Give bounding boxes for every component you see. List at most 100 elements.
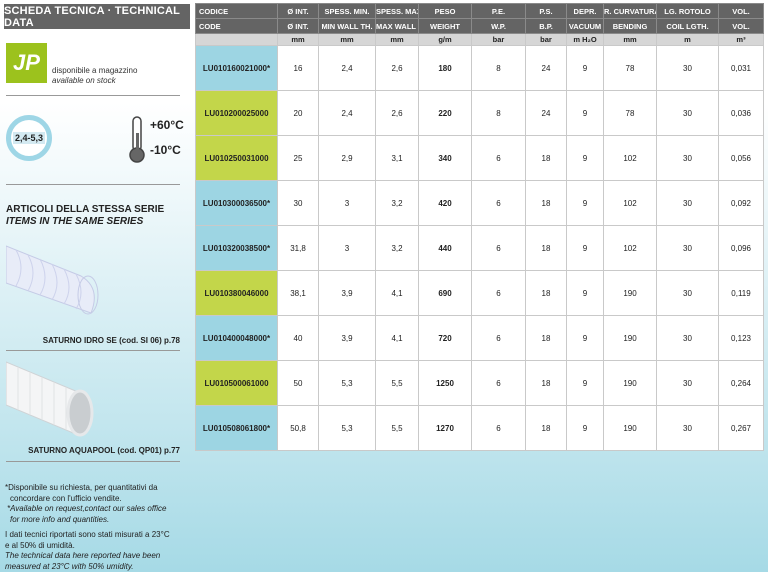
data-cell: 30 <box>656 315 719 361</box>
series-caption-idro-se[interactable]: SATURNO IDRO SE (cod. SI 06) p.78 <box>42 336 180 345</box>
data-cell: 0,056 <box>718 135 764 181</box>
column-header: BENDING <box>603 18 657 34</box>
data-cell: 9 <box>566 315 604 361</box>
column-header: VACUUM <box>566 18 604 34</box>
data-cell: 9 <box>566 90 604 136</box>
data-cell: 6 <box>471 315 526 361</box>
column-header: SPESS. MIN. <box>318 3 376 19</box>
data-cell: 3 <box>318 225 376 271</box>
data-cell: 25 <box>277 135 319 181</box>
data-cell: 24 <box>525 90 567 136</box>
data-cell: 5,3 <box>318 360 376 406</box>
data-cell: 0,031 <box>718 45 764 91</box>
footnotes: *Disponibile su richiesta, per quantitat… <box>5 483 193 572</box>
data-cell: 190 <box>603 315 657 361</box>
data-cell: 3,9 <box>318 315 376 361</box>
data-cell: 3,2 <box>375 180 419 226</box>
data-cell: 6 <box>471 360 526 406</box>
data-cell: 6 <box>471 405 526 451</box>
column-header: COIL LGTH. <box>656 18 719 34</box>
data-cell: 78 <box>603 90 657 136</box>
data-cell: 4,1 <box>375 315 419 361</box>
data-cell: 20 <box>277 90 319 136</box>
divider <box>6 184 180 185</box>
data-cell: 720 <box>418 315 472 361</box>
unit-cell: m H₂O <box>566 33 604 46</box>
table-row: LU010380046000 38,1 3,9 4,1 690 6 18 9 190 30 0,11… <box>195 270 764 316</box>
note-avail-en-1: *Available on request,contact our sales … <box>7 504 167 513</box>
data-cell: 0,123 <box>718 315 764 361</box>
column-header: VOL. <box>718 3 764 19</box>
data-cell: 18 <box>525 405 567 451</box>
unit-cell: bar <box>471 33 526 46</box>
divider <box>6 350 180 351</box>
data-cell: 18 <box>525 225 567 271</box>
data-cell: 0,267 <box>718 405 764 451</box>
series-title-en: ITEMS IN THE SAME SERIES <box>6 216 144 227</box>
product-code: LU010300036500* <box>195 180 278 226</box>
column-header: MIN WALL TH. <box>318 18 376 34</box>
data-cell: 0,264 <box>718 360 764 406</box>
data-cell: 9 <box>566 270 604 316</box>
data-cell: 0,096 <box>718 225 764 271</box>
data-cell: 190 <box>603 405 657 451</box>
data-cell: 3 <box>318 180 376 226</box>
series-heading: ARTICOLI DELLA STESSA SERIE ITEMS IN THE… <box>6 204 164 228</box>
thickness-value: 2,4-5,3 <box>12 132 46 144</box>
data-cell: 50,8 <box>277 405 319 451</box>
left-panel: SCHEDA TECNICA · TECHNICAL DATA JP dispo… <box>0 0 195 572</box>
data-cell: 690 <box>418 270 472 316</box>
product-code: LU010400048000* <box>195 315 278 361</box>
data-cell: 30 <box>656 225 719 271</box>
table-row: LU010508061800* 50,8 5,3 5,5 1270 6 18 9 190 30 0,… <box>195 405 764 451</box>
data-cell: 0,119 <box>718 270 764 316</box>
table-row: LU010250031000 25 2,9 3,1 340 6 18 9 102 30 0,056 <box>195 135 764 181</box>
series-caption-aquapool[interactable]: SATURNO AQUAPOOL (cod. QP01) p.77 <box>28 446 180 455</box>
data-cell: 30 <box>277 180 319 226</box>
column-header: WEIGHT <box>418 18 472 34</box>
data-cell: 102 <box>603 225 657 271</box>
data-cell: 40 <box>277 315 319 361</box>
data-cell: 3,2 <box>375 225 419 271</box>
data-cell: 340 <box>418 135 472 181</box>
data-cell: 18 <box>525 270 567 316</box>
data-cell: 8 <box>471 45 526 91</box>
table-row: LU010200025000 20 2,4 2,6 220 8 24 9 78 30 0,036 <box>195 90 764 136</box>
data-cell: 9 <box>566 405 604 451</box>
data-cell: 16 <box>277 45 319 91</box>
unit-cell: mm <box>375 33 419 46</box>
data-cell: 18 <box>525 180 567 226</box>
unit-cell: m <box>656 33 719 46</box>
table-row: LU010500061000 50 5,3 5,5 1250 6 18 9 190 30 0,264 <box>195 360 764 406</box>
data-cell: 8 <box>471 90 526 136</box>
data-cell: 24 <box>525 45 567 91</box>
data-cell: 190 <box>603 360 657 406</box>
data-cell: 5,3 <box>318 405 376 451</box>
table-row: LU010160021000* 16 2,4 2,6 180 8 24 9 78 30 0,031 <box>195 45 764 91</box>
data-cell: 78 <box>603 45 657 91</box>
data-cell: 2,4 <box>318 90 376 136</box>
table-row: LU010400048000* 40 3,9 4,1 720 6 18 9 190 30 0,123 <box>195 315 764 361</box>
page-title: SCHEDA TECNICA · TECHNICAL DATA <box>4 4 190 29</box>
units-row: mm mm mm g/m bar bar m H₂O mm m m³ <box>195 33 764 46</box>
stock-label: disponibile a magazzino available on sto… <box>52 66 137 86</box>
data-cell: 9 <box>566 360 604 406</box>
data-cell: 18 <box>525 360 567 406</box>
data-cell: 6 <box>471 135 526 181</box>
column-header: Ø INT. <box>277 3 319 19</box>
unit-cell: m³ <box>718 33 764 46</box>
data-cell: 180 <box>418 45 472 91</box>
stock-label-it: disponibile a magazzino <box>52 66 138 75</box>
data-cell: 190 <box>603 270 657 316</box>
data-cell: 102 <box>603 180 657 226</box>
data-cell: 2,9 <box>318 135 376 181</box>
data-cell: 440 <box>418 225 472 271</box>
divider <box>6 461 180 462</box>
data-cell: 30 <box>656 360 719 406</box>
data-cell: 30 <box>656 405 719 451</box>
column-header: W.P. <box>471 18 526 34</box>
hose-aquapool-image <box>6 361 94 437</box>
product-code: LU010380046000 <box>195 270 278 316</box>
